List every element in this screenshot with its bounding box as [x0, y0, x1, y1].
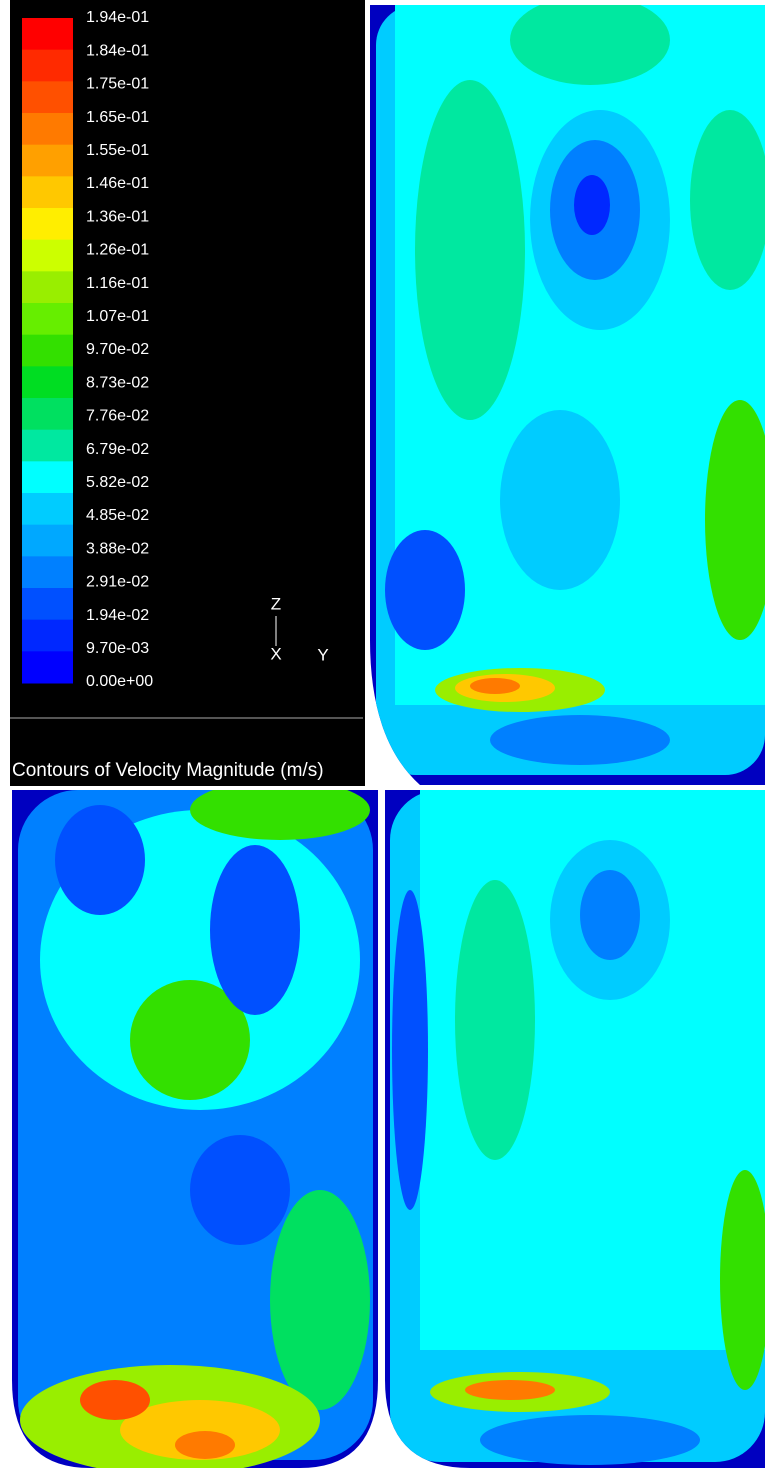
legend-swatch: [22, 620, 73, 652]
legend-swatch: [22, 271, 73, 303]
legend-label: 5.82e-02: [86, 474, 149, 491]
legend-swatch: [22, 430, 73, 462]
legend-swatch: [22, 50, 73, 82]
legend-label: 1.94e-02: [86, 607, 149, 624]
legend-swatch: [22, 335, 73, 367]
legend-swatch: [22, 461, 73, 493]
legend-label: 6.79e-02: [86, 441, 149, 458]
legend-label: 9.70e-02: [86, 341, 149, 358]
legend-label: 1.55e-01: [86, 142, 149, 159]
contour-panel: [383, 788, 765, 1471]
region: [270, 1190, 370, 1410]
legend-label: 1.94e-01: [86, 9, 149, 26]
legend-swatch: [22, 18, 73, 50]
legend-swatch: [22, 556, 73, 588]
axis-x: X: [270, 644, 281, 663]
legend-swatch: [22, 303, 73, 335]
legend-label: 1.07e-01: [86, 308, 149, 325]
axis-y: Y: [317, 645, 328, 664]
contour-panel: [10, 780, 382, 1471]
legend-swatch: [22, 176, 73, 208]
legend-swatch: [22, 525, 73, 557]
region: [80, 1380, 150, 1420]
legend-swatch: [22, 208, 73, 240]
legend-swatch: [22, 493, 73, 525]
plot-title: Contours of Velocity Magnitude (m/s): [12, 760, 324, 781]
page: 1.94e-01 1.84e-01 1.75e-01 1.65e-01 1.55e-01…: [0, 0, 765, 1471]
legend-label: 4.85e-02: [86, 507, 149, 524]
color-legend: 1.94e-01 1.84e-01 1.75e-01 1.65e-01 1.55e-01…: [22, 9, 153, 690]
legend-swatch: [22, 145, 73, 177]
region: [490, 715, 670, 765]
legend-swatch: [22, 113, 73, 145]
legend-swatch: [22, 398, 73, 430]
legend-label: 9.70e-03: [86, 640, 149, 657]
legend-label: 0.00e+00: [86, 673, 153, 690]
legend-label: 1.36e-01: [86, 208, 149, 225]
legend-label: 1.75e-01: [86, 76, 149, 93]
legend-label: 8.73e-02: [86, 374, 149, 391]
region: [210, 845, 300, 1015]
region: [500, 410, 620, 590]
region: [55, 805, 145, 915]
legend-label: 3.88e-02: [86, 540, 149, 557]
legend-label: 1.46e-01: [86, 175, 149, 192]
contour-panel: [365, 0, 765, 790]
legend-label: 1.84e-01: [86, 42, 149, 59]
legend-swatch: [22, 240, 73, 272]
legend-label: 7.76e-02: [86, 408, 149, 425]
legend-label: 2.91e-02: [86, 574, 149, 591]
legend-label: 1.26e-01: [86, 242, 149, 259]
region: [574, 175, 610, 235]
region: [465, 1380, 555, 1400]
legend-label: 1.16e-01: [86, 275, 149, 292]
screenshot: 1.94e-01 1.84e-01 1.75e-01 1.65e-01 1.55e-01…: [0, 0, 765, 1471]
region: [175, 1431, 235, 1459]
region: [580, 870, 640, 960]
region: [415, 80, 525, 420]
legend-swatch: [22, 81, 73, 113]
region: [470, 678, 520, 694]
legend-swatch: [22, 588, 73, 620]
legend-swatch: [22, 366, 73, 398]
axis-z: Z: [271, 594, 281, 613]
region: [392, 890, 428, 1210]
legend-swatch: [22, 651, 73, 683]
legend-label: 1.65e-01: [86, 109, 149, 126]
region: [190, 1135, 290, 1245]
region: [385, 530, 465, 650]
region: [480, 1415, 700, 1465]
region: [455, 880, 535, 1160]
